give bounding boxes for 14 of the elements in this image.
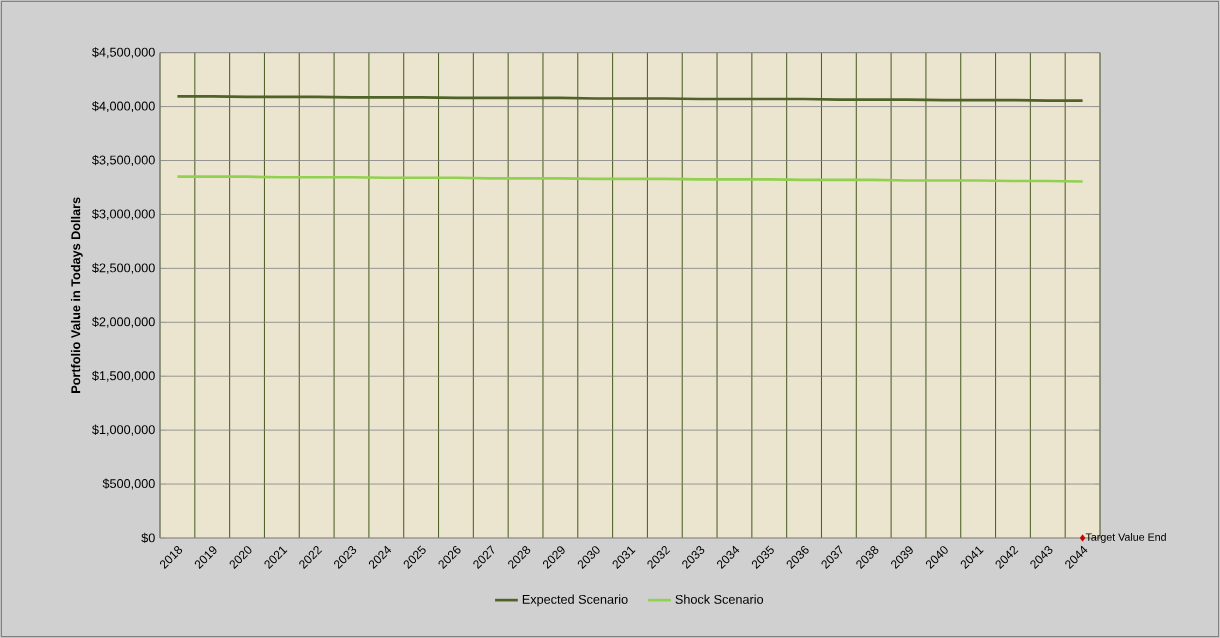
series-label: Target Value End bbox=[1085, 533, 1166, 543]
legend-label: Shock Scenario bbox=[675, 594, 764, 604]
y-tick-label: $4,000,000 bbox=[92, 101, 155, 113]
y-axis-title: Portfolio Value in Todays Dollars bbox=[70, 197, 83, 393]
y-tick-label: $3,500,000 bbox=[92, 155, 155, 167]
legend-label: Expected Scenario bbox=[522, 594, 628, 607]
y-tick-label: $2,000,000 bbox=[92, 316, 155, 328]
y-tick-label: $2,500,000 bbox=[92, 262, 155, 274]
y-tick-label: $1,500,000 bbox=[92, 370, 155, 382]
y-tick-label: $3,000,000 bbox=[92, 208, 155, 220]
y-tick-label: $4,500,000 bbox=[92, 47, 155, 59]
y-tick-label: $500,000 bbox=[102, 478, 155, 490]
y-tick-label: $1,000,000 bbox=[92, 424, 155, 436]
y-tick-label: $0 bbox=[141, 532, 155, 544]
